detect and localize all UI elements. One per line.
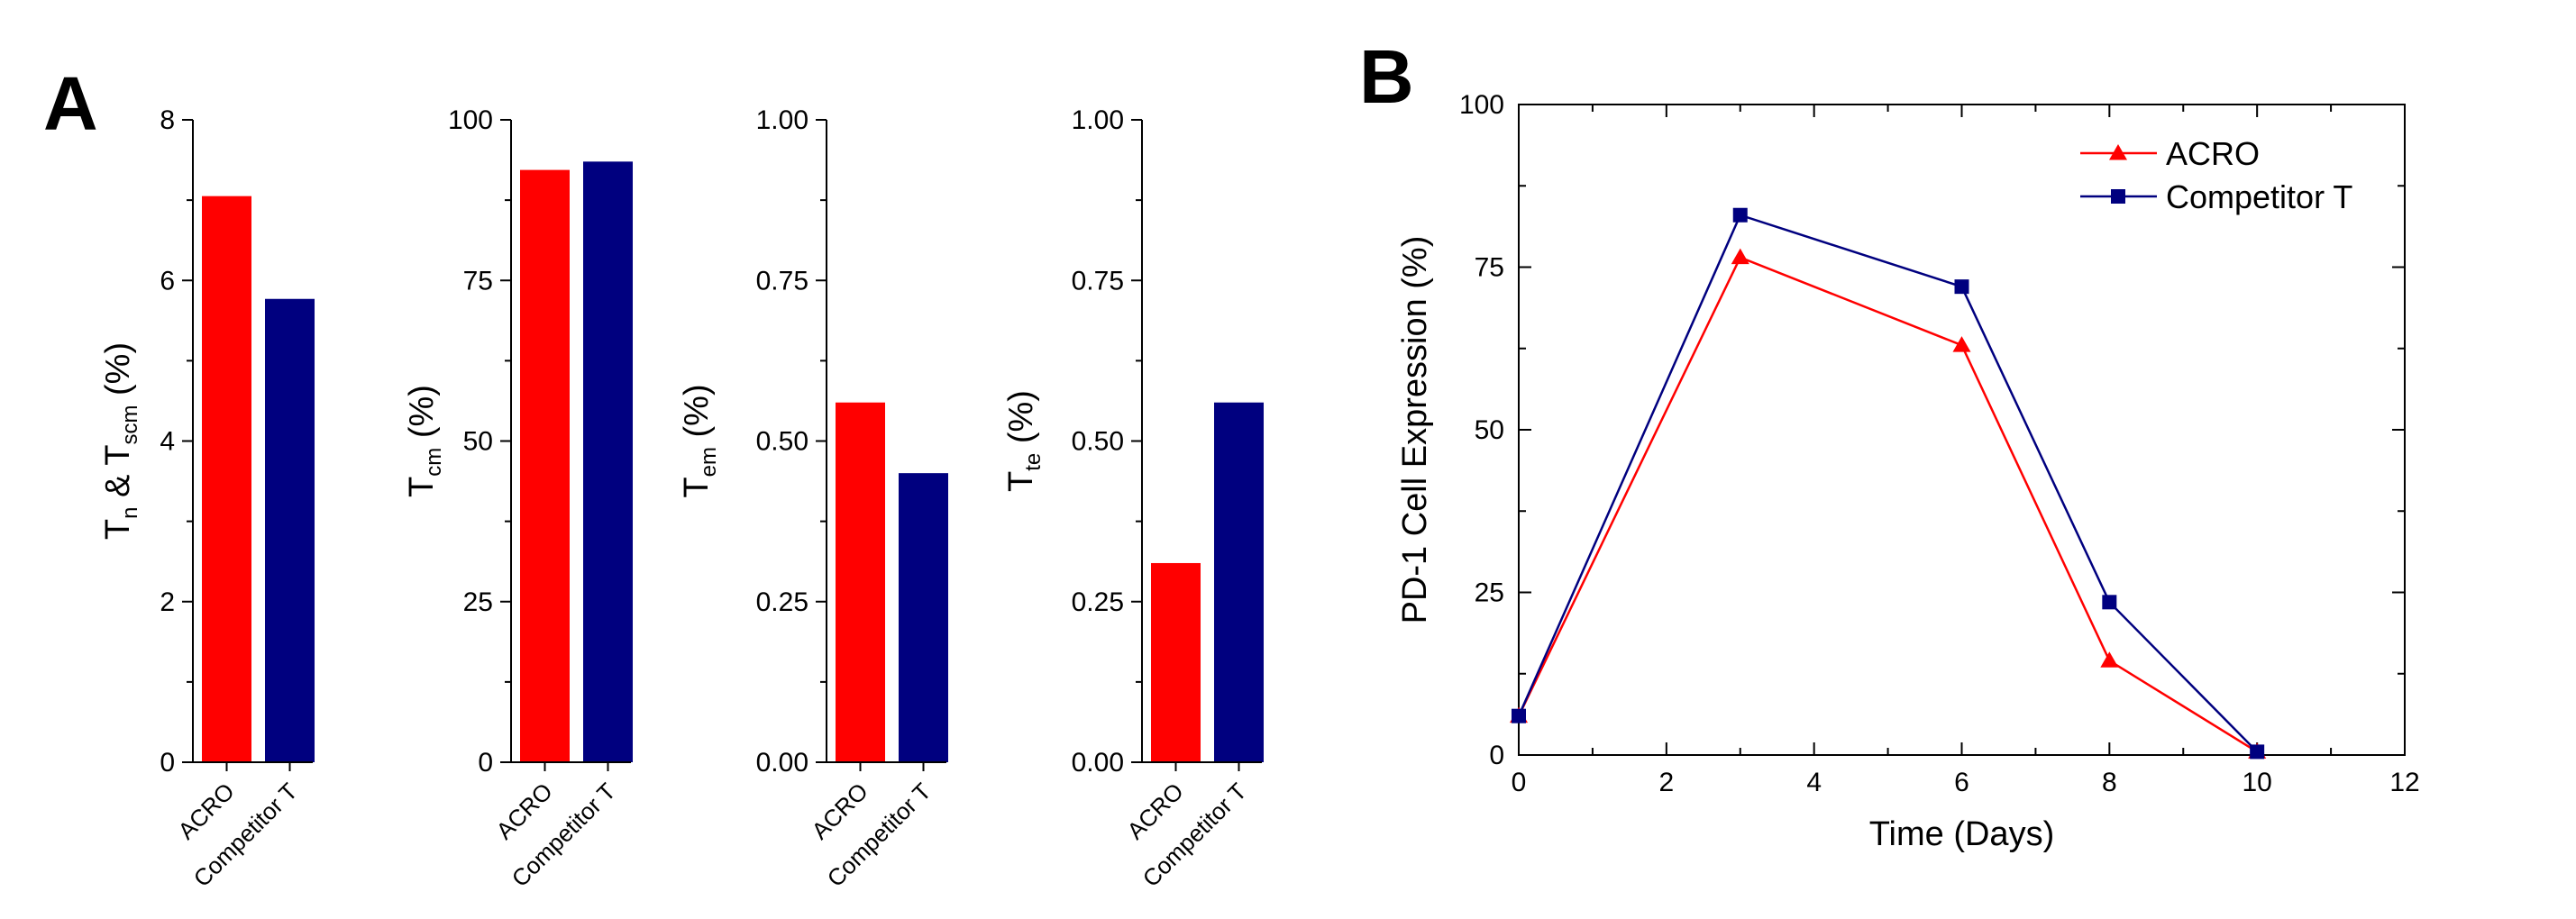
- y-tick-label: 0.75: [1072, 266, 1124, 296]
- y-tick-label: 0: [1489, 741, 1504, 770]
- y-axis-title: Tcm (%): [403, 385, 446, 497]
- y-axis-title-subscript: n: [118, 507, 142, 519]
- data-point-marker: [1731, 248, 1749, 265]
- y-tick-label: 75: [1475, 253, 1504, 283]
- x-tick-label: 4: [1806, 768, 1822, 797]
- bar-competitor-t: [899, 473, 948, 762]
- x-tick-label: 12: [2389, 768, 2419, 797]
- y-tick-label: 0: [478, 748, 493, 778]
- y-tick-label: 75: [463, 266, 493, 296]
- y-tick-label: 0.25: [756, 587, 808, 617]
- y-tick-label: 0.25: [1072, 587, 1124, 617]
- legend-label: Competitor T: [2166, 178, 2352, 215]
- panel-b-label: B: [1359, 34, 1414, 119]
- bar-competitor-t: [583, 161, 633, 763]
- series-line: [1517, 214, 2259, 753]
- data-point-marker: [2250, 744, 2265, 760]
- y-axis-title-part: & T: [99, 445, 137, 507]
- y-axis-title-part: T: [1002, 471, 1040, 492]
- bar-competitor-t: [265, 298, 315, 762]
- legend: ACRO Competitor T: [2080, 135, 2352, 215]
- bar-acro: [202, 196, 251, 762]
- y-axis-title-subscript: scm: [118, 405, 142, 445]
- bar-acro: [1151, 562, 1201, 762]
- y-tick-label: 0.75: [756, 266, 808, 296]
- y-tick-label: 25: [1475, 578, 1504, 608]
- y-tick-label: 0.00: [1072, 748, 1124, 778]
- series-competitor-t: [1512, 207, 2265, 760]
- y-axis-title-subscript: em: [697, 447, 721, 477]
- y-axis-title-part: (%): [99, 342, 137, 405]
- y-tick-label: 1.00: [756, 105, 808, 135]
- y-axis-title-part: T: [403, 477, 441, 497]
- bar-acro: [836, 402, 885, 762]
- y-axis-title-part: (%): [1002, 390, 1040, 453]
- bar-acro: [520, 169, 570, 762]
- y-tick-label: 0.50: [756, 427, 808, 457]
- y-tick-label: 1.00: [1072, 105, 1124, 135]
- y-tick-label: 6: [160, 266, 175, 296]
- legend-label: ACRO: [2166, 135, 2260, 172]
- y-axis-title: PD-1 Cell Expression (%): [1396, 236, 1434, 624]
- bar-competitor-t: [1214, 402, 1264, 762]
- x-tick-label: 10: [2242, 768, 2271, 797]
- legend-marker: [2109, 144, 2127, 160]
- y-axis-title-part: (%): [403, 385, 441, 448]
- y-axis-title-part: (%): [678, 384, 716, 447]
- data-point-marker: [2100, 651, 2119, 668]
- data-point-marker: [1954, 279, 1969, 295]
- y-axis-title: Tte (%): [1002, 390, 1046, 492]
- y-tick-label: 0: [160, 748, 175, 778]
- x-axis-title: Time (Days): [1869, 815, 2054, 853]
- y-tick-label: 0.50: [1072, 427, 1124, 457]
- x-tick-label: 8: [2102, 768, 2117, 797]
- y-tick-label: 2: [160, 587, 175, 617]
- x-tick-label: 2: [1658, 768, 1674, 797]
- y-tick-label: 0.00: [756, 748, 808, 778]
- y-axis-title-subscript: cm: [422, 448, 446, 477]
- series-acro: [1510, 248, 2267, 759]
- y-tick-label: 50: [463, 427, 493, 457]
- x-tick-label: 0: [1512, 768, 1527, 797]
- y-tick-label: 100: [448, 105, 493, 135]
- y-axis-title-part: T: [99, 519, 137, 540]
- data-point-marker: [2102, 595, 2117, 610]
- panel-a-label: A: [43, 61, 98, 146]
- y-axis-title-part: T: [678, 477, 716, 497]
- y-axis-title-subscript: te: [1021, 453, 1046, 471]
- data-point-marker: [1952, 336, 1971, 352]
- line-chart-group: 0 2 4 6 8 10 12 0 25 50 75 100 Time (Days) PD-1 Cell …: [1396, 90, 2420, 853]
- legend-marker: [2111, 189, 2125, 204]
- y-tick-label: 100: [1459, 90, 1504, 120]
- y-tick-label: 8: [160, 105, 175, 135]
- x-tick-label: 6: [1954, 768, 1969, 797]
- data-point-marker: [1732, 207, 1748, 223]
- y-axis-title: Tn & Tscm (%): [99, 342, 142, 540]
- y-tick-label: 4: [160, 427, 175, 457]
- y-axis-title: Tem (%): [678, 384, 721, 497]
- y-tick-label: 25: [463, 587, 493, 617]
- series-line: [1517, 256, 2258, 753]
- y-tick-label: 50: [1475, 415, 1504, 445]
- data-point-marker: [1512, 708, 1526, 723]
